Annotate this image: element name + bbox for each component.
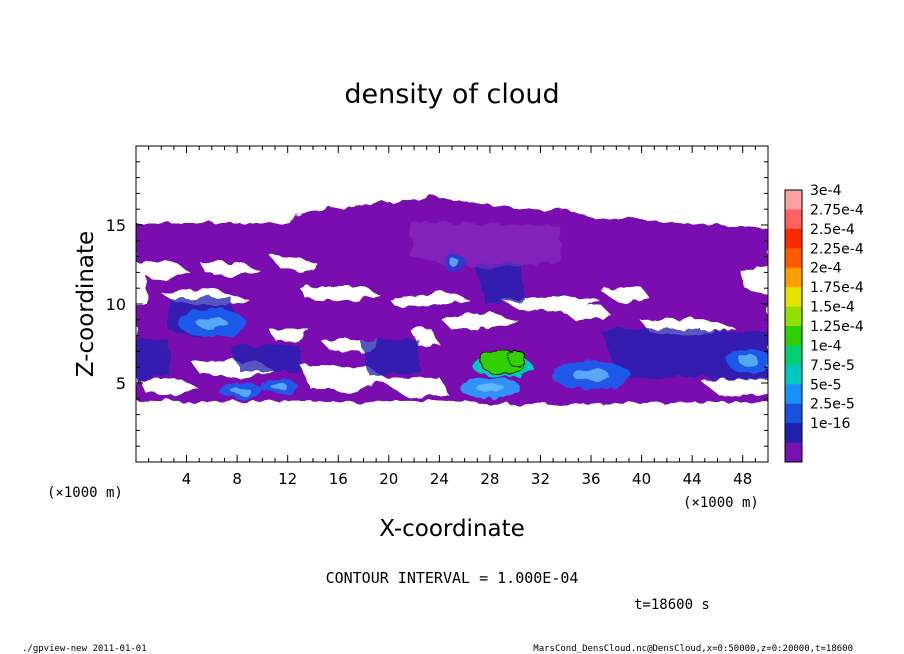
value-patch-core (739, 355, 759, 367)
colorbar-label: 1e-4 (810, 338, 842, 354)
colorbar-swatch (785, 345, 802, 366)
colorbar-label: 1.75e-4 (810, 280, 864, 296)
colorbar-label: 2.25e-4 (810, 241, 864, 257)
footer-left: ./gpview-new 2011-01-01 (22, 644, 147, 654)
chart-title: density of cloud (344, 79, 559, 110)
value-patch-core (476, 382, 504, 393)
value-patches (177, 254, 768, 399)
x-tick-label: 28 (480, 470, 499, 488)
white-gaps (136, 256, 768, 398)
colorbar-swatch (785, 248, 802, 269)
contour-interval: CONTOUR INTERVAL = 1.000E-04 (326, 569, 579, 587)
colorbar-swatch (785, 403, 802, 424)
value-patch-core (573, 368, 610, 382)
x-tick-label: 32 (531, 470, 550, 488)
x-tick-label: 4 (182, 470, 192, 488)
value-patch-core (196, 316, 228, 330)
colorbar-swatch (785, 267, 802, 288)
y-tick-label: 5 (116, 374, 126, 393)
colorbar-label: 1.25e-4 (810, 319, 864, 335)
value-patch-core (449, 259, 460, 267)
x-axis: 4 8 12 16 20 24 28 32 36 40 44 48 (148, 146, 756, 488)
colorbar-label: 2.5e-4 (810, 222, 855, 238)
green-peak-lobe (507, 350, 526, 367)
x-tick-label: 24 (430, 470, 449, 488)
x-unit-right: (×1000 m) (683, 495, 759, 511)
x-tick-label: 48 (733, 470, 752, 488)
colorbar-label: 5e-5 (810, 377, 841, 393)
colorbar-swatch (785, 364, 802, 385)
colorbar-swatch (785, 306, 802, 327)
colorbar-label: 1e-16 (810, 416, 850, 432)
y-axis: 5 10 15 (106, 161, 768, 447)
colorbar-swatch (785, 326, 802, 346)
colorbar-swatch (785, 384, 802, 405)
value-patch-core (270, 382, 287, 390)
colorbar-swatch (785, 190, 802, 210)
x-tick-label: 20 (379, 470, 398, 488)
x-axis-label: X-coordinate (379, 516, 525, 542)
footer-right: MarsCond_DensCloud.nc@DensCloud,x=0:5000… (533, 644, 853, 654)
y-tick-label: 15 (106, 216, 126, 235)
x-tick-label: 8 (232, 470, 242, 488)
x-unit-left: (×1000 m) (47, 485, 123, 501)
x-tick-label: 36 (581, 470, 600, 488)
x-tick-label: 12 (278, 470, 297, 488)
colorbar-label: 2.75e-4 (810, 202, 864, 218)
colorbar-label: 2.5e-5 (810, 397, 855, 413)
y-tick-label: 10 (106, 295, 126, 314)
y-axis-label: Z-coordinate (73, 231, 99, 377)
colorbar-frame (784, 189, 803, 463)
colorbar-label: 1.5e-4 (810, 300, 855, 316)
x-tick-label: 16 (329, 470, 348, 488)
plot-area (136, 197, 768, 405)
colorbar-swatch (785, 442, 802, 463)
value-patch-core (231, 387, 251, 395)
colorbar-swatch (785, 228, 802, 249)
colorbar-swatch (785, 209, 802, 230)
time-label: t=18600 s (634, 597, 710, 613)
colorbar: 3e-4 2.75e-4 2.5e-4 2.25e-4 2e-4 1.75e-4 1.5e-… (784, 183, 864, 463)
colorbar-label: 7.5e-5 (810, 358, 855, 374)
colorbar-swatch (785, 287, 802, 308)
colorbar-label: 2e-4 (810, 261, 842, 277)
colorbar-label: 3e-4 (810, 183, 842, 199)
x-tick-label: 40 (632, 470, 651, 488)
x-tick-label: 44 (683, 470, 702, 488)
colorbar-swatch (785, 423, 802, 444)
